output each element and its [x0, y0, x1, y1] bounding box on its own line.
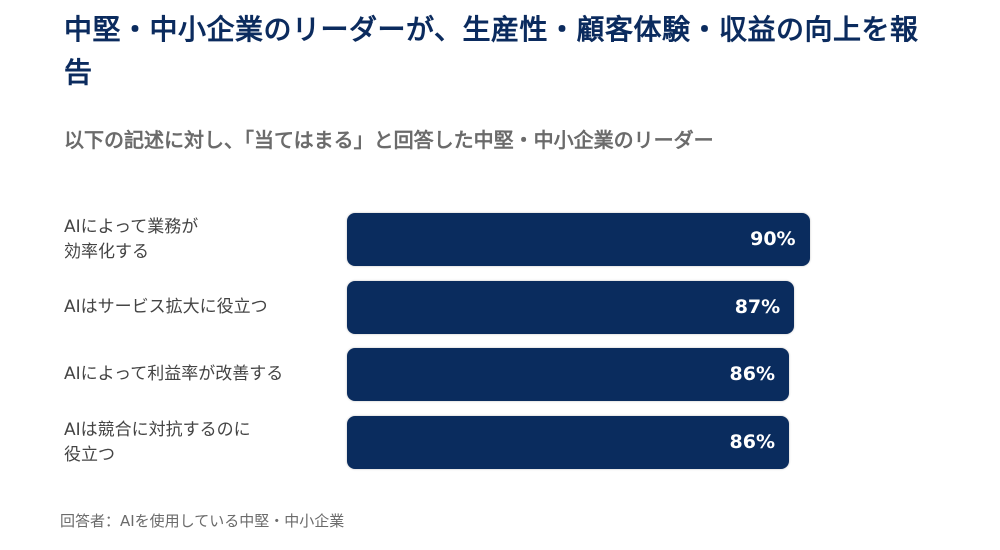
data-label: 90% [750, 228, 796, 250]
category-label: AIによって利益率が改善する [64, 364, 284, 384]
bar: 90% [347, 213, 810, 266]
bar: 86% [347, 348, 790, 401]
chart-title: 中堅・中小企業のリーダーが、生産性・顧客体験・収益の向上を報告 [64, 13, 919, 89]
bar: 86% [347, 416, 790, 469]
chart-footer: 回答者：AIを使用している中堅・中小企業 [60, 512, 345, 530]
data-label: 86% [729, 363, 776, 385]
bar: 87% [347, 281, 795, 334]
data-label: 87% [734, 296, 781, 318]
category-label: AIは競合に対抗するのに 役立つ [64, 419, 251, 465]
chart-subtitle: 以下の記述に対し、「当てはまる」と回答した中堅・中小企業のリーダー [64, 128, 714, 152]
data-label: 86% [729, 431, 776, 453]
category-label: AIはサービス拡大に役立つ [64, 297, 268, 317]
category-label: AIによって業務が 効率化する [64, 216, 199, 262]
